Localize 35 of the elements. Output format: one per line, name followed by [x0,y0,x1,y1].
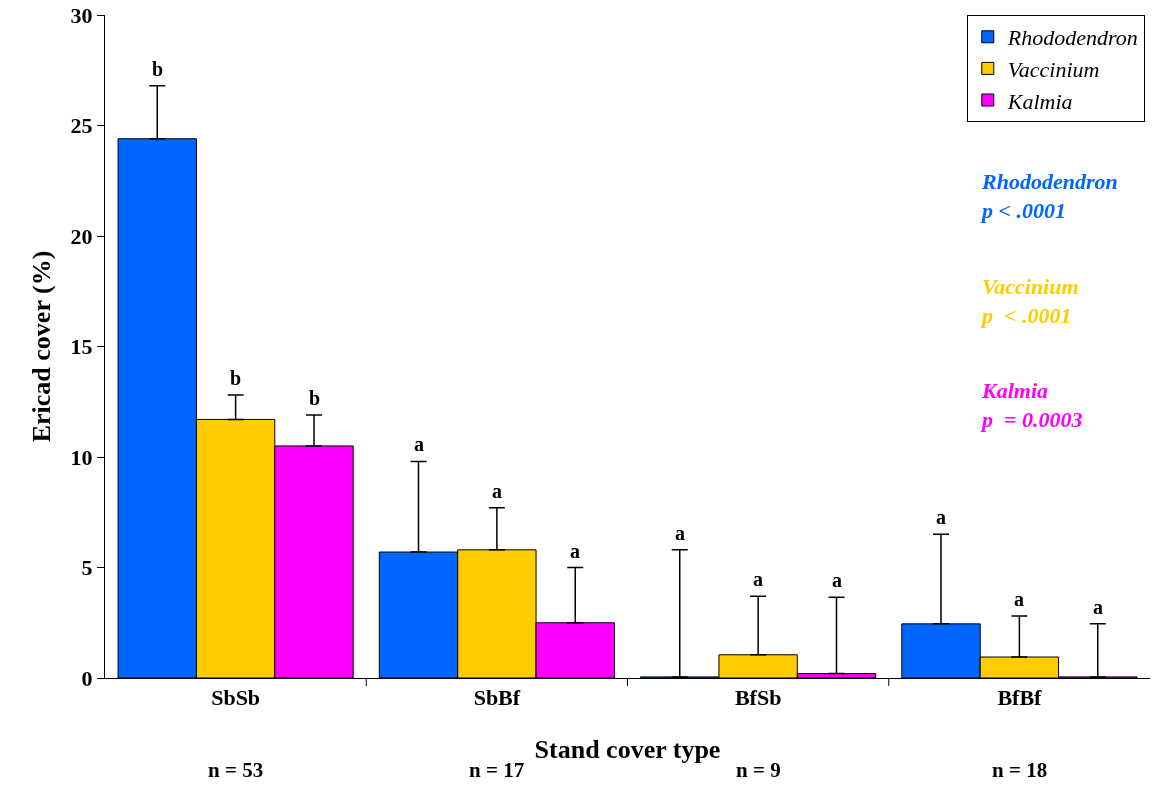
legend-label: Kalmia [1006,88,1073,114]
text: n = 9 [736,758,781,782]
y-tick-label: 30 [70,2,93,28]
x-tick-label: SbBf [473,685,521,711]
y-tick-label: 5 [81,555,93,581]
y-tick-label: 15 [70,334,93,360]
annotation: b [230,367,242,389]
x-tick-label: BfSb [734,685,782,711]
annotation: a [570,540,580,562]
annotation: b [309,387,321,409]
annotation: Rhododendron p < .0001 [980,169,1118,223]
annotation: b [152,58,164,80]
y-axis-title: Ericad cover (%) [27,250,56,443]
x-axis-title: Stand cover type [534,735,721,765]
y-tick-label: 25 [70,113,93,139]
text: n = 17 [469,758,525,782]
annotation: a [1093,596,1103,618]
annotation: a [753,568,763,590]
annotation: a [414,433,424,455]
text: n = 18 [992,758,1048,782]
y-tick-label: 0 [81,665,93,691]
annotation: a [492,480,502,502]
annotation: Vaccinium p < .0001 [980,274,1079,328]
annotation: Kalmia p = 0.0003 [980,378,1083,432]
text: n = 53 [208,758,264,782]
y-tick-label: 20 [70,223,93,249]
annotation: a [675,522,685,544]
annotation: a [832,569,842,591]
annotation: a [936,506,946,528]
legend-label: Vaccinium [1007,56,1100,82]
x-tick-label: BfBf [997,685,1043,711]
annotation: a [1014,588,1024,610]
legend-label: Rhododendron [1006,25,1138,51]
x-tick-label: SbSb [211,685,261,711]
y-tick-label: 10 [70,444,93,470]
